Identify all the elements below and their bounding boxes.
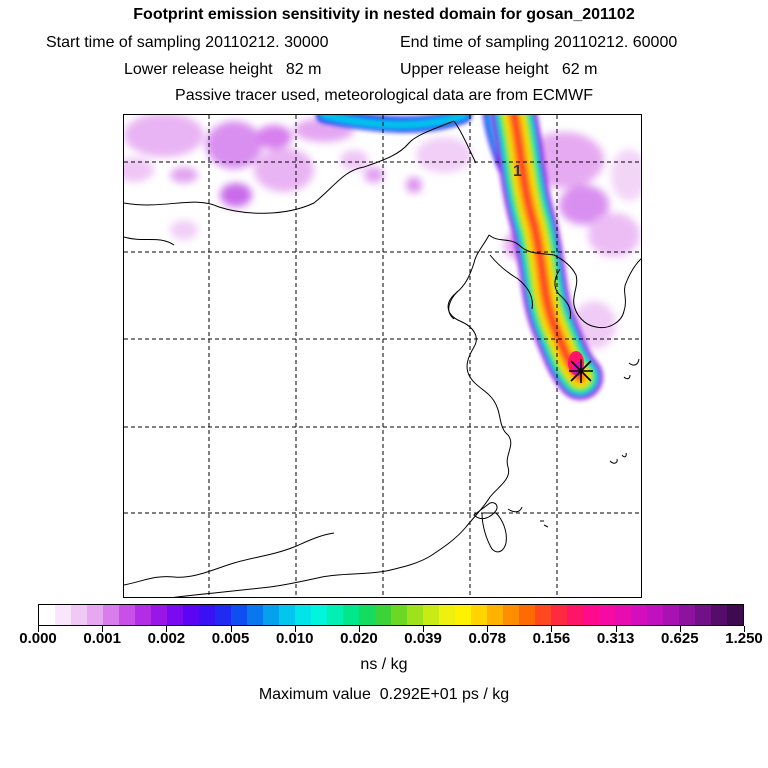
maximum-value-label: Maximum value 0.292E+01 ps / kg — [258, 686, 510, 703]
colorbar-segment — [471, 605, 487, 625]
colorbar — [38, 604, 744, 626]
colorbar-segment — [551, 605, 567, 625]
colorbar-segment — [247, 605, 263, 625]
colorbar-segment — [439, 605, 455, 625]
colorbar-tick — [487, 626, 489, 632]
colorbar-segment — [151, 605, 167, 625]
colorbar-segment — [375, 605, 391, 625]
colorbar-segment — [727, 605, 743, 625]
colorbar-tick-label: 1.250 — [725, 630, 763, 647]
colorbar-tick — [551, 626, 553, 632]
colorbar-tick — [358, 626, 360, 632]
colorbar-tick-label: 0.039 — [404, 630, 442, 647]
colorbar-units: ns / kg — [360, 656, 408, 673]
colorbar-segment — [407, 605, 423, 625]
colorbar-segment — [55, 605, 71, 625]
colorbar-segment — [423, 605, 439, 625]
coastlines — [124, 120, 641, 597]
colorbar-tick — [679, 626, 681, 632]
colorbar-segment — [215, 605, 231, 625]
colorbar-segment — [615, 605, 631, 625]
colorbar-segment — [343, 605, 359, 625]
colorbar-tick-label: 0.020 — [340, 630, 378, 647]
colorbar-segment — [711, 605, 727, 625]
colorbar-segment — [327, 605, 343, 625]
colorbar-segment — [199, 605, 215, 625]
colorbar-tick — [744, 626, 745, 632]
lat-lon-grid — [124, 115, 641, 597]
colorbar-segment — [567, 605, 583, 625]
plot-title: Footprint emission sensitivity in nested… — [133, 6, 635, 23]
colorbar-segment — [311, 605, 327, 625]
colorbar-segment — [535, 605, 551, 625]
tracer-note: Passive tracer used, meteorological data… — [175, 87, 593, 104]
colorbar-tick-label: 0.078 — [468, 630, 507, 647]
colorbar-segment — [503, 605, 519, 625]
colorbar-segment — [391, 605, 407, 625]
colorbar-segment — [599, 605, 615, 625]
colorbar-tick-label: 0.001 — [83, 630, 121, 647]
star-cross-icon — [569, 359, 593, 383]
lower-release-height-label: Lower release height 82 m — [124, 61, 322, 78]
colorbar-tick — [615, 626, 617, 632]
colorbar-tick — [423, 626, 425, 632]
colorbar-segment — [519, 605, 535, 625]
colorbar-tick-label: 0.002 — [147, 630, 186, 647]
colorbar-segment — [583, 605, 599, 625]
colorbar-segment — [263, 605, 279, 625]
map-canvas: 1 — [124, 115, 641, 597]
colorbar-tick-label: 0.005 — [211, 630, 250, 647]
colorbar-segment — [679, 605, 695, 625]
colorbar-segment — [231, 605, 247, 625]
colorbar-tick — [294, 626, 296, 632]
colorbar-segment — [695, 605, 711, 625]
footprint-map: 1 — [123, 114, 642, 598]
colorbar-tick-label: 0.000 — [19, 630, 57, 647]
upper-release-height-label: Upper release height 62 m — [400, 61, 598, 78]
colorbar-tick-label: 0.625 — [661, 630, 699, 647]
start-time-label: Start time of sampling 20110212. 30000 — [46, 34, 329, 51]
colorbar-segment — [183, 605, 199, 625]
colorbar-segment — [663, 605, 679, 625]
colorbar-segment — [647, 605, 663, 625]
colorbar-segment — [135, 605, 151, 625]
colorbar-segment — [119, 605, 135, 625]
colorbar-segment — [103, 605, 119, 625]
colorbar-segment — [71, 605, 87, 625]
colorbar-segment — [487, 605, 503, 625]
colorbar-segment — [359, 605, 375, 625]
colorbar-tick-label: 0.313 — [596, 630, 635, 647]
emission-plume — [316, 115, 603, 400]
colorbar-segment — [279, 605, 295, 625]
colorbar-tick — [230, 626, 232, 632]
release-marker-label: 1 — [513, 163, 522, 180]
colorbar-segment — [295, 605, 311, 625]
colorbar-tick-label: 0.010 — [275, 630, 314, 647]
colorbar-segment — [39, 605, 55, 625]
colorbar-segment — [87, 605, 103, 625]
colorbar-segment — [455, 605, 471, 625]
colorbar-tick-label: 0.156 — [532, 630, 571, 647]
colorbar-segment — [631, 605, 647, 625]
colorbar-segment — [167, 605, 183, 625]
end-time-label: End time of sampling 20110212. 60000 — [400, 34, 678, 51]
colorbar-tick — [38, 626, 39, 632]
colorbar-tick — [102, 626, 104, 632]
colorbar-tick — [166, 626, 168, 632]
